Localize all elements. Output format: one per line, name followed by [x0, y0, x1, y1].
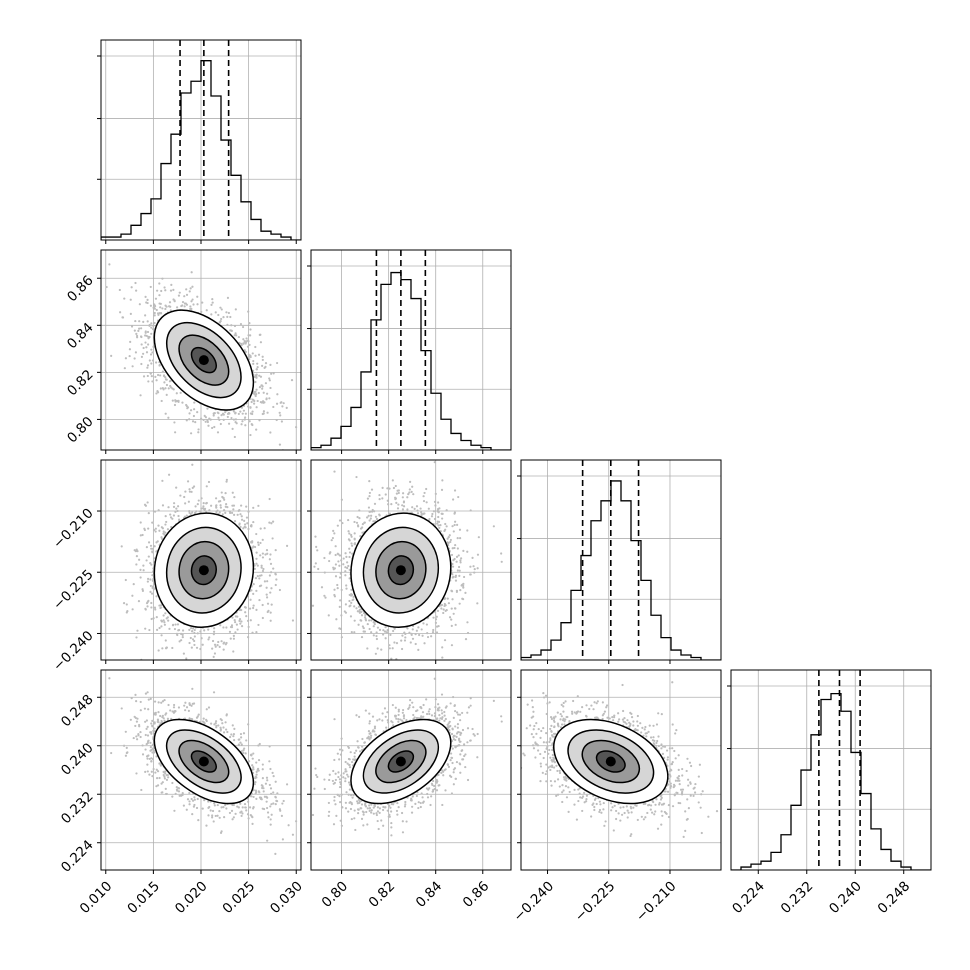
- histogram-panel-2: [517, 459, 722, 664]
- x-tick-label: 0.240: [826, 878, 865, 917]
- x-tick-label: 0.84: [413, 878, 446, 911]
- density-peak: [198, 756, 209, 767]
- x-tick-label: 0.86: [460, 878, 493, 911]
- y-tick-label: 0.248: [58, 692, 97, 731]
- y-tick-label: 0.86: [64, 273, 97, 306]
- y-tick-label: −0.225: [50, 567, 97, 614]
- histogram-step: [521, 480, 721, 660]
- histogram-panel-0: [97, 39, 302, 244]
- panel-frame: [520, 669, 722, 871]
- panel-frame: [310, 459, 512, 661]
- panel-frame: [100, 39, 302, 241]
- panel-frame: [100, 459, 302, 661]
- x-tick-label: 0.232: [778, 878, 817, 917]
- x-tick-label: 0.224: [729, 878, 768, 917]
- x-tick-label: −0.240: [510, 878, 557, 925]
- y-tick-label: −0.240: [50, 628, 97, 675]
- density-peak: [198, 565, 209, 576]
- density-panel-2-0: −0.240 −0.225 −0.210: [50, 459, 302, 675]
- panel-frame: [100, 249, 302, 451]
- y-tick-label: 0.232: [58, 789, 97, 828]
- x-tick-label: −0.225: [572, 878, 619, 925]
- panel-frame: [520, 459, 722, 661]
- panel-frame: [100, 669, 302, 871]
- y-tick-label: 0.224: [58, 837, 97, 876]
- density-panel-3-2: −0.240 −0.225 −0.210: [510, 669, 722, 925]
- histogram-panel-3: 0.224 0.232 0.240 0.248: [727, 669, 932, 917]
- panel-frame: [310, 669, 512, 871]
- x-tick-label: 0.82: [366, 878, 399, 911]
- density-peak: [395, 756, 406, 767]
- density-peak: [605, 756, 616, 767]
- x-tick-label: 0.030: [267, 878, 306, 917]
- y-tick-label: 0.80: [64, 414, 97, 447]
- x-tick-label: 0.015: [124, 878, 163, 917]
- y-tick-label: 0.84: [64, 320, 97, 353]
- x-tick-label: 0.025: [220, 878, 259, 917]
- x-tick-label: −0.210: [633, 878, 680, 925]
- x-tick-label: 0.80: [319, 878, 352, 911]
- histogram-panel-1: [307, 249, 512, 454]
- y-tick-label: −0.210: [50, 505, 97, 552]
- histogram-step: [311, 271, 511, 450]
- density-panel-3-1: 0.80 0.82 0.84 0.86: [307, 669, 512, 911]
- density-peak: [395, 565, 406, 576]
- density-panel-3-0: 0.224 0.232 0.240 0.248 0.010 0.015 0.020 0.025…: [58, 669, 306, 917]
- panel-frame: [310, 249, 512, 451]
- x-tick-label: 0.020: [172, 878, 211, 917]
- density-panel-2-1: [307, 459, 512, 664]
- density-peak: [198, 355, 209, 366]
- y-tick-label: 0.240: [58, 740, 97, 779]
- panel-frame: [730, 669, 932, 871]
- histogram-step: [731, 692, 931, 870]
- y-tick-label: 0.82: [64, 367, 97, 400]
- histogram-step: [101, 60, 301, 240]
- density-panel-1-0: 0.80 0.82 0.84 0.86: [64, 249, 302, 454]
- x-tick-label: 0.248: [875, 878, 914, 917]
- x-tick-label: 0.010: [77, 878, 116, 917]
